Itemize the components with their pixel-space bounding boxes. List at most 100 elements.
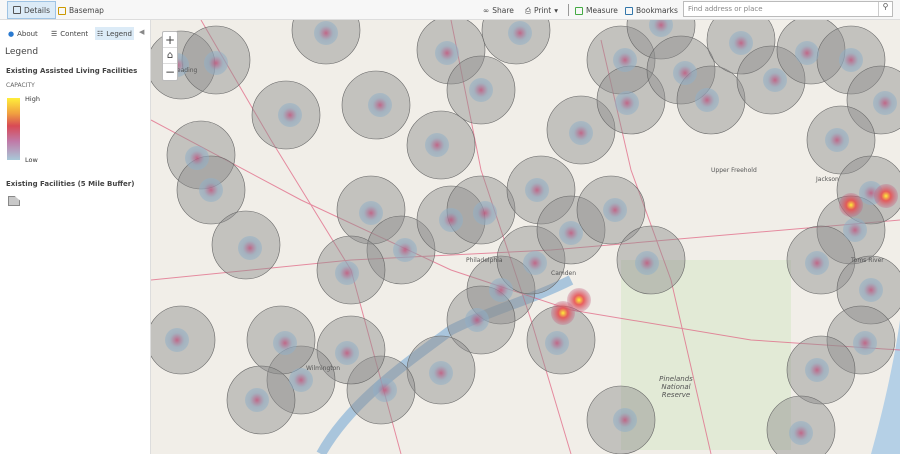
heat-spot: [763, 68, 787, 92]
search-input[interactable]: Find address or place ⚲: [683, 1, 893, 17]
map-canvas[interactable]: [151, 20, 900, 454]
heat-layer: [165, 20, 898, 445]
heat-color-ramp: [7, 98, 20, 160]
search-icon[interactable]: ⚲: [878, 2, 892, 16]
heat-spot: [335, 341, 359, 365]
heat-spot: [603, 198, 627, 222]
heat-spot: [729, 31, 753, 55]
heat-spot: [695, 88, 719, 112]
chevron-down-icon: ▾: [554, 6, 559, 15]
measure-label: Measure: [586, 6, 618, 15]
heat-spot: [439, 208, 463, 232]
share-label: Share: [492, 6, 514, 15]
bookmarks-icon: [625, 6, 633, 15]
heat-spot: [469, 78, 493, 102]
print-button[interactable]: ⎙ Print ▾: [525, 3, 558, 18]
details-icon: [13, 6, 21, 14]
heat-spot: [278, 103, 302, 127]
buffer-circle: [626, 20, 696, 60]
tab-content-label: Content: [60, 29, 89, 38]
heat-hotspot: [874, 184, 898, 208]
basemap-label: Basemap: [69, 6, 104, 15]
heat-spot: [859, 278, 883, 302]
top-toolbar: Details Basemap ∞ Share ⎙ Print ▾ Measure B…: [0, 0, 900, 20]
tab-content[interactable]: ☰ Content: [49, 27, 90, 40]
heat-spot: [523, 251, 547, 275]
heat-spot: [165, 328, 189, 352]
pinelands-area: [621, 260, 791, 450]
map-view[interactable]: Philadelphia Pinelands National Reserve …: [151, 20, 900, 454]
heat-spot: [368, 93, 392, 117]
heat-spot: [204, 51, 228, 75]
heat-spot: [245, 388, 269, 412]
map-label-reading: Reading: [173, 67, 198, 74]
share-button[interactable]: ∞ Share: [483, 3, 514, 18]
measure-button[interactable]: Measure: [575, 3, 618, 18]
print-label: Print: [534, 6, 552, 15]
heat-spot: [314, 21, 338, 45]
heat-spot: [435, 41, 459, 65]
zoom-in-button[interactable]: +: [163, 33, 177, 48]
collapse-panel-icon[interactable]: ◀: [139, 28, 145, 36]
tab-about[interactable]: ● About: [6, 27, 40, 40]
search-placeholder: Find address or place: [688, 5, 763, 13]
tab-about-label: About: [17, 29, 38, 38]
home-icon[interactable]: ⌂: [163, 48, 177, 64]
heat-spot: [185, 146, 209, 170]
ramp-low-label: Low: [25, 156, 38, 164]
bookmarks-button[interactable]: Bookmarks: [625, 3, 678, 18]
layer-title-buffer: Existing Facilities (5 Mile Buffer): [6, 180, 135, 188]
details-button[interactable]: Details: [7, 1, 57, 19]
heat-spot: [335, 261, 359, 285]
ocean: [871, 320, 900, 454]
heat-spot: [473, 201, 497, 225]
heat-hotspot: [567, 288, 591, 312]
heat-spot: [359, 201, 383, 225]
map-label-pinelands: Pinelands National Reserve: [659, 375, 693, 399]
heat-spot: [238, 236, 262, 260]
tab-legend[interactable]: ☷ Legend: [95, 27, 134, 40]
heat-spot: [613, 408, 637, 432]
map-label-wilmington: Wilmington: [306, 365, 341, 372]
zoom-out-button[interactable]: −: [164, 65, 176, 79]
heat-spot: [425, 133, 449, 157]
heat-spot: [489, 278, 513, 302]
heat-hotspot: [551, 301, 575, 325]
layer-title-facilities: Existing Assisted Living Facilities: [6, 67, 138, 75]
heat-hotspot: [839, 193, 863, 217]
share-icon: ∞: [483, 6, 490, 15]
zoom-control: + ⌂ −: [162, 31, 178, 81]
heat-spot: [673, 61, 697, 85]
heat-spot: [795, 41, 819, 65]
legend-title: Legend: [5, 47, 39, 57]
legend-icon: ☷: [97, 29, 104, 38]
divider: [568, 4, 569, 16]
heat-spot: [508, 21, 532, 45]
heat-spot: [429, 361, 453, 385]
heat-spot: [569, 121, 593, 145]
basemap-icon: [58, 6, 66, 15]
map-label-toms-river: Toms River: [851, 257, 884, 264]
map-label-philadelphia: Philadelphia: [466, 257, 503, 264]
content-icon: ☰: [51, 29, 58, 38]
heat-spot: [559, 221, 583, 245]
details-label: Details: [24, 5, 51, 15]
basemap-button[interactable]: Basemap: [58, 3, 104, 18]
heat-spot: [289, 368, 313, 392]
heat-spot: [853, 331, 877, 355]
heat-spot: [649, 20, 673, 37]
map-label-upper-freehold: Upper Freehold: [711, 167, 757, 174]
map-label-jackson: Jackson: [816, 176, 839, 183]
heat-spot: [393, 238, 417, 262]
ramp-high-label: High: [25, 95, 40, 103]
tab-legend-label: Legend: [106, 29, 132, 38]
heat-spot: [805, 251, 829, 275]
heat-spot: [525, 178, 549, 202]
delaware-river: [316, 275, 574, 454]
info-icon: ●: [8, 29, 15, 38]
bookmarks-label: Bookmarks: [636, 6, 678, 15]
heat-spot: [545, 331, 569, 355]
heat-spot: [373, 378, 397, 402]
buffer-symbol: [8, 196, 20, 206]
heat-spot: [825, 128, 849, 152]
